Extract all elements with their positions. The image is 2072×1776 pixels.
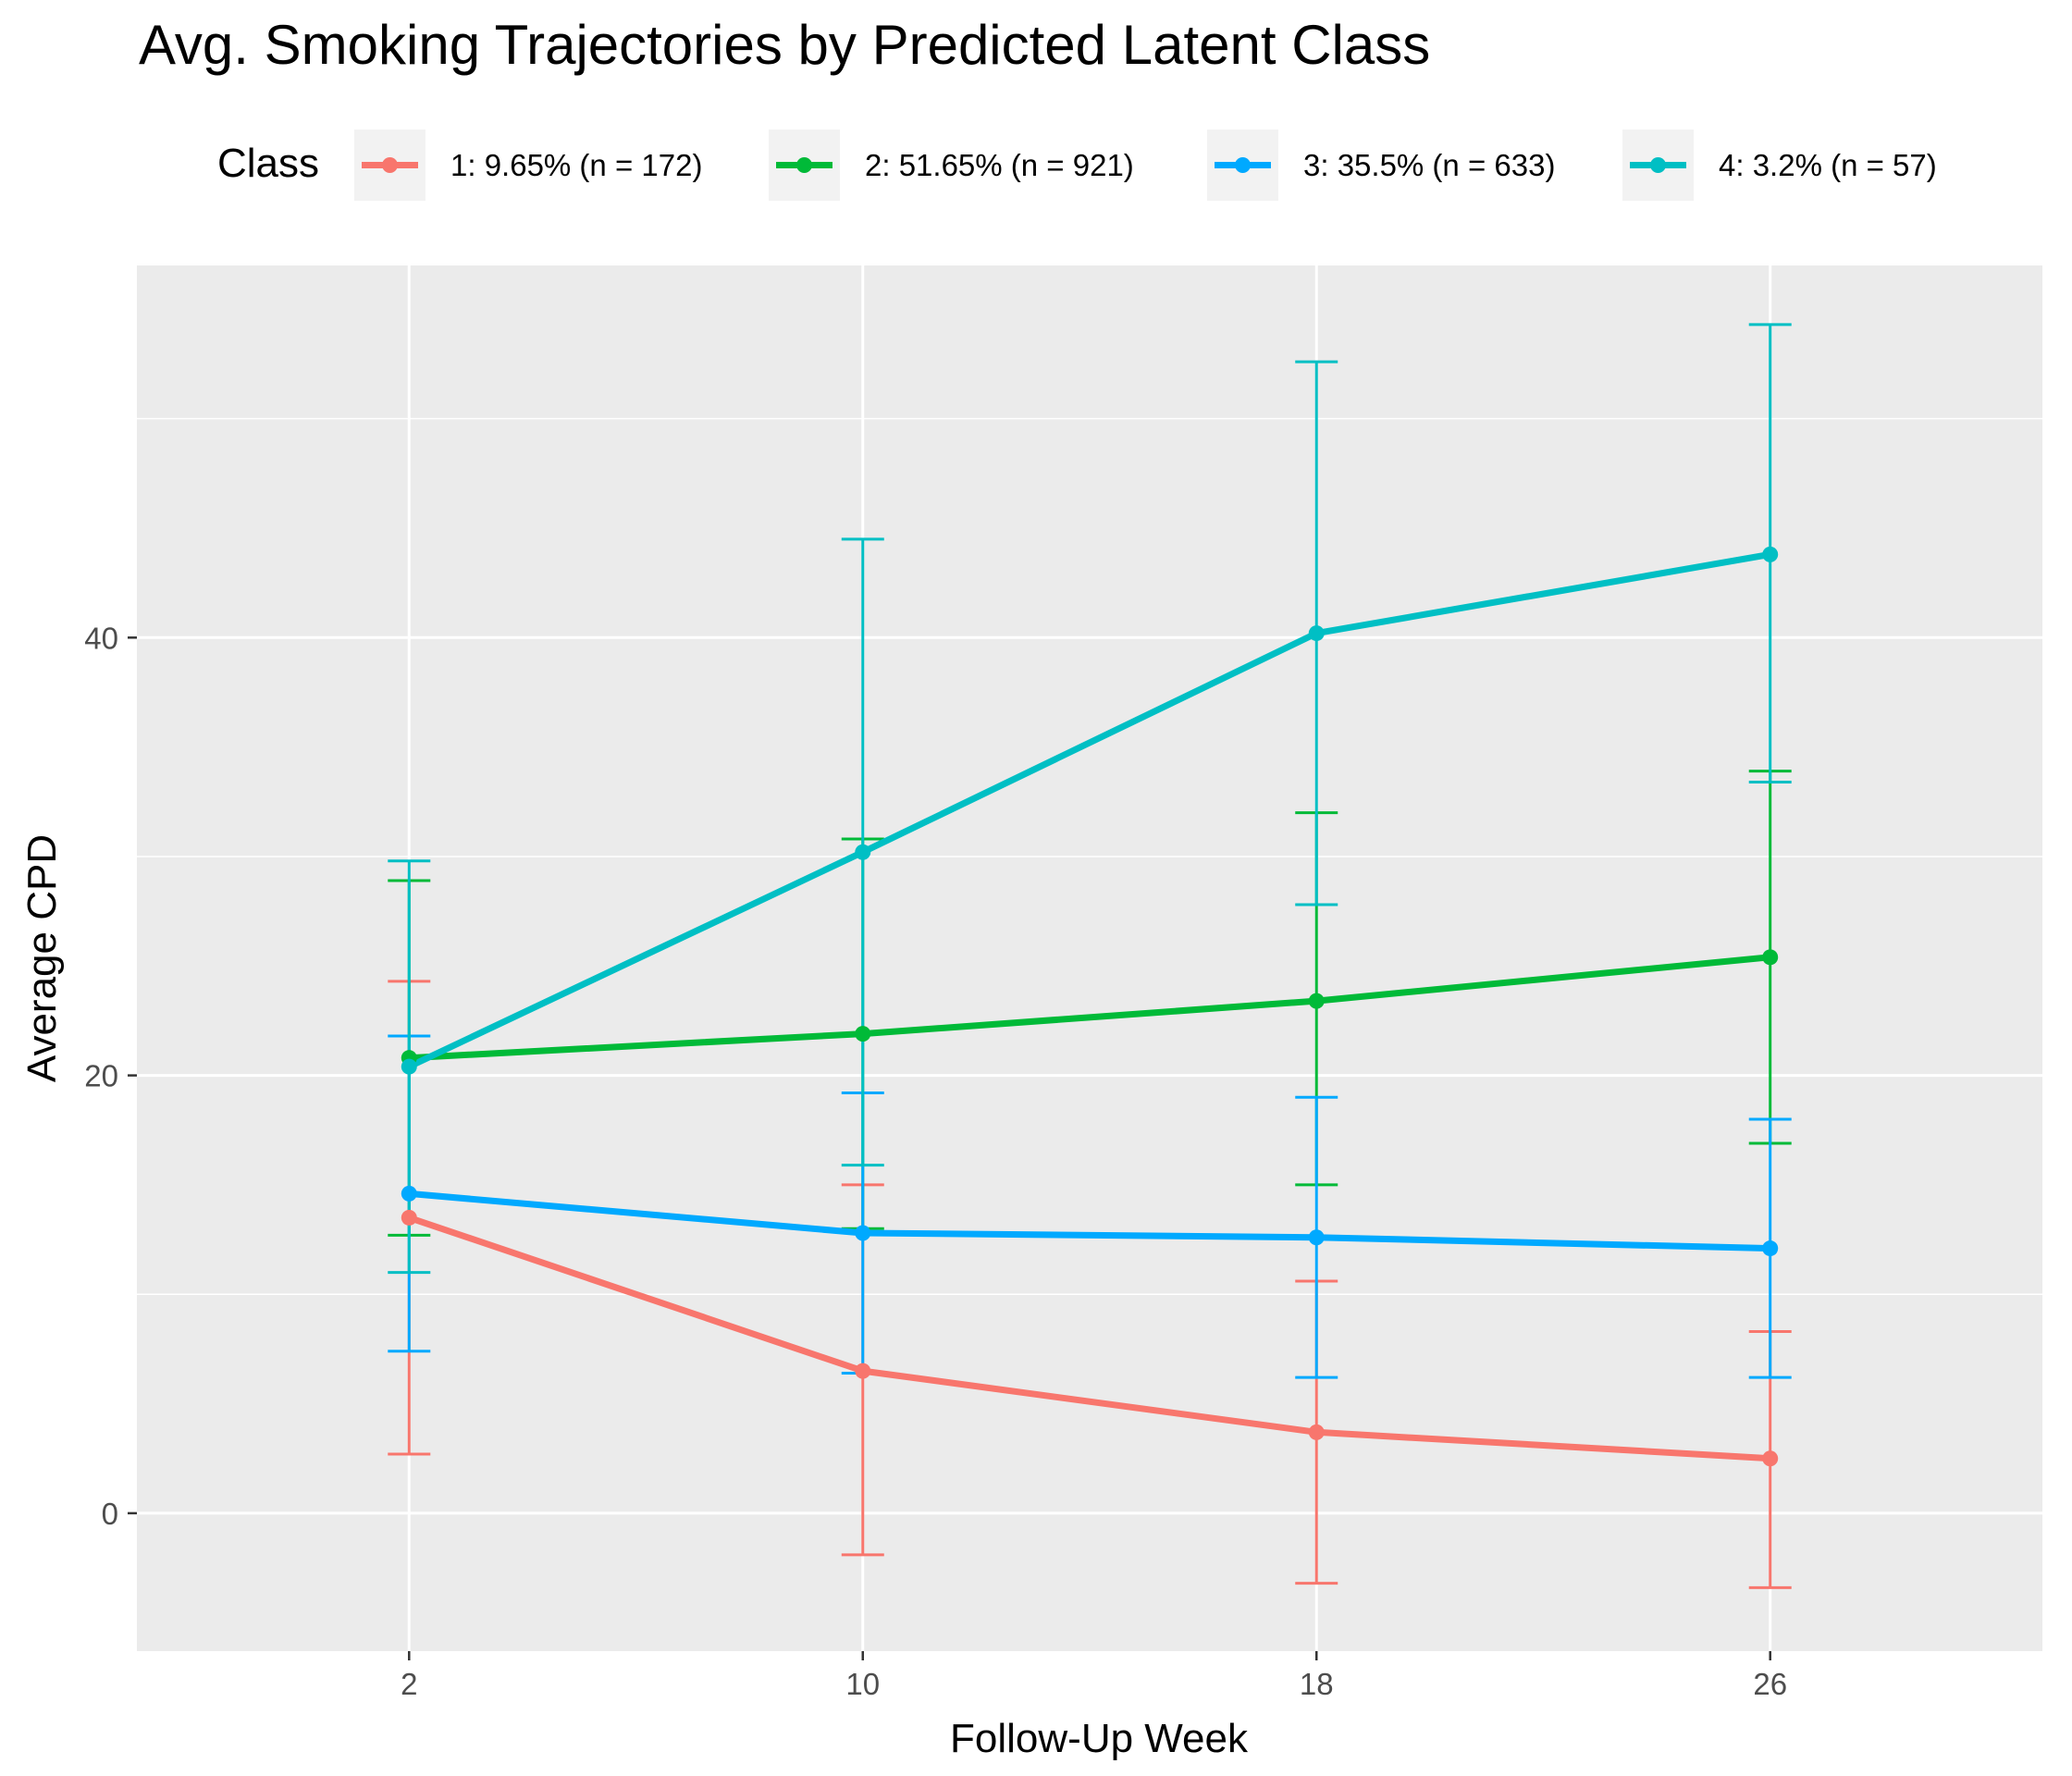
- y-tick-label: 0: [102, 1497, 118, 1531]
- data-point: [1762, 1450, 1779, 1467]
- data-point: [855, 1225, 871, 1241]
- data-point: [1308, 625, 1325, 642]
- series-line: [409, 954, 1771, 1062]
- data-point: [401, 1058, 417, 1075]
- data-point: [1762, 949, 1779, 966]
- series-line: [408, 1190, 1770, 1252]
- chart-title: Avg. Smoking Trajectories by Predicted L…: [139, 14, 1430, 76]
- x-axis-title: Follow-Up Week: [950, 1716, 1249, 1761]
- legend-label: 1: 9.65% (n = 172): [450, 148, 702, 182]
- series-line: [407, 550, 1771, 1070]
- legend-label: 3: 35.5% (n = 633): [1303, 148, 1555, 182]
- minor-grid: [137, 417, 2042, 1296]
- x-tick-label: 18: [1300, 1667, 1334, 1701]
- legend: Class 1: 9.65% (n = 172) 2: 51.65% (n = 92…: [217, 130, 1937, 201]
- data-point: [401, 1209, 417, 1226]
- legend-label: 4: 3.2% (n = 57): [1719, 148, 1937, 182]
- data-point: [1762, 1240, 1779, 1257]
- series-lines: [407, 550, 1771, 1462]
- data-point: [855, 844, 871, 860]
- series-line: [408, 1215, 1770, 1462]
- x-tick-label: 26: [1753, 1667, 1787, 1701]
- series-points: [401, 546, 1779, 1467]
- data-point: [1308, 993, 1325, 1009]
- legend-label: 2: 51.65% (n = 921): [865, 148, 1134, 182]
- data-point: [401, 1185, 417, 1202]
- x-tick-label: 10: [845, 1667, 880, 1701]
- data-point: [1308, 1424, 1325, 1440]
- legend-key-point: [382, 157, 398, 173]
- data-point: [1762, 546, 1779, 562]
- axes: 2 10 18 26 0 20 40: [84, 621, 1787, 1701]
- y-axis-title: Average CPD: [19, 834, 65, 1082]
- y-tick-label: 20: [84, 1059, 118, 1093]
- y-tick-label: 40: [84, 621, 118, 655]
- data-point: [855, 1363, 871, 1379]
- legend-key-point: [1235, 157, 1251, 173]
- legend-key-point: [796, 157, 812, 173]
- plot-panel: [137, 265, 2042, 1651]
- data-point: [855, 1026, 871, 1042]
- x-tick-label: 2: [401, 1667, 417, 1701]
- data-point: [1308, 1229, 1325, 1246]
- legend-title: Class: [217, 141, 319, 186]
- legend-key-point: [1650, 157, 1666, 173]
